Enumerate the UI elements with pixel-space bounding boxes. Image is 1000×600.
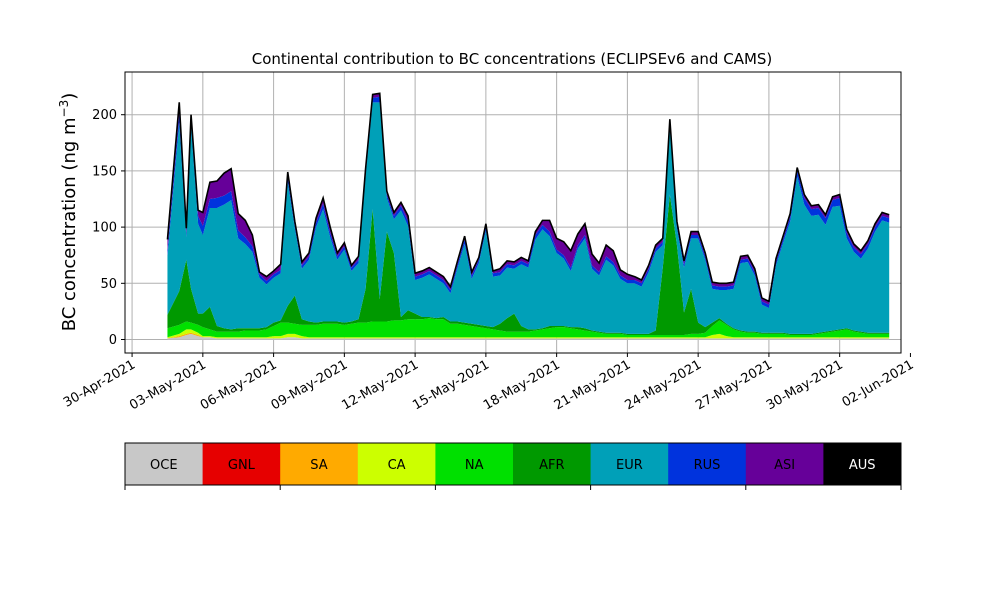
y-axis-ticks: 0 50 100 150 200 (92, 108, 125, 348)
colorbar-frame (124, 442, 902, 486)
colorbar-label-sa: SA (310, 458, 327, 473)
colorbar-label-na: NA (465, 458, 484, 473)
x-tick-label: 12-May-2021 (339, 357, 421, 413)
colorbar-label-rus: RUS (694, 458, 721, 473)
x-tick-label: 15-May-2021 (410, 357, 492, 413)
x-tick-label: 30-May-2021 (764, 357, 846, 413)
x-axis-ticks: 30-Apr-202103-May-202106-May-202109-May-… (61, 353, 916, 413)
x-tick-label: 06-May-2021 (198, 357, 280, 413)
colorbar-label-oce: OCE (150, 458, 178, 473)
plot-frame (124, 71, 902, 354)
x-tick-label: 18-May-2021 (481, 357, 563, 413)
x-tick-label: 27-May-2021 (693, 357, 775, 413)
area-na (167, 318, 890, 338)
area-ca (167, 329, 890, 339)
colorbar-swatch-ca (357, 443, 436, 485)
x-tick-label: 21-May-2021 (552, 357, 634, 413)
colorbar-label-eur: EUR (616, 458, 643, 473)
y-tick-label: 150 (92, 164, 117, 179)
colorbar-swatch-aus (823, 443, 902, 485)
colorbar-swatch-na (435, 443, 514, 485)
colorbar-label-aus: AUS (849, 458, 876, 473)
stacked-areas (167, 93, 890, 340)
colorbar-swatch-rus (668, 443, 747, 485)
y-tick-label: 50 (100, 277, 117, 292)
colorbar-label-ca: CA (388, 458, 406, 473)
y-tick-label: 200 (92, 108, 117, 123)
colorbar-swatch-sa (280, 443, 359, 485)
colorbar-swatch-gnl (202, 443, 281, 485)
chart-title: Continental contribution to BC concentra… (252, 50, 773, 68)
x-tick-label: 03-May-2021 (127, 357, 209, 413)
colorbar-label-asi: ASI (774, 458, 795, 473)
y-axis-label: BC concentration (ng m−3) (57, 93, 80, 332)
area-asi (167, 93, 890, 305)
x-tick-label: 02-Jun-2021 (840, 357, 917, 410)
x-tick-label: 30-Apr-2021 (61, 357, 138, 410)
area-rus (167, 96, 890, 309)
colorbar-label-afr: AFR (539, 458, 564, 473)
colorbar-swatch-eur (590, 443, 669, 485)
y-tick-label: 100 (92, 221, 117, 236)
colorbar-swatch-asi (745, 443, 824, 485)
colorbar-swatch-afr (513, 443, 592, 485)
colorbar-label-gnl: GNL (228, 458, 256, 473)
x-tick-label: 09-May-2021 (269, 357, 351, 413)
total-concentration-line (166, 92, 890, 303)
x-tick-label: 24-May-2021 (622, 357, 704, 413)
colorbar-swatch-oce (125, 443, 204, 485)
region-colorbar: OCE GNL SA CA NA AFR EUR RUS ASI AUS (124, 442, 902, 490)
area-eur (167, 102, 890, 334)
y-tick-label: 0 (109, 333, 117, 348)
total-line (166, 92, 890, 303)
